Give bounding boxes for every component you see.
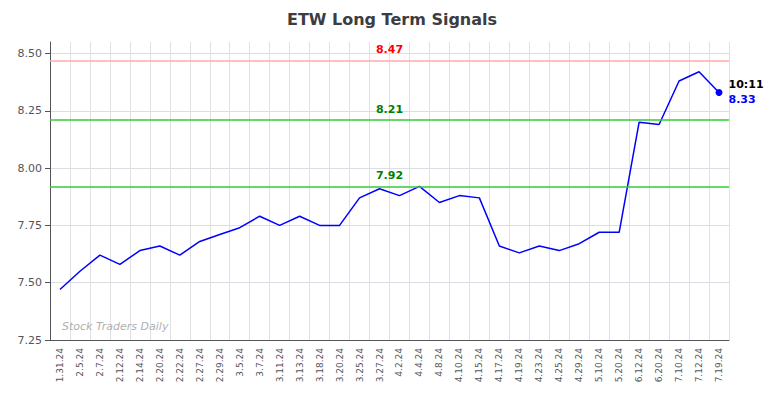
svg-text:4.4.24: 4.4.24 [414,348,424,377]
svg-text:4.19.24: 4.19.24 [514,348,524,383]
svg-text:6.12.24: 6.12.24 [634,348,644,383]
svg-text:6.20.24: 6.20.24 [654,348,664,383]
svg-text:7.75: 7.75 [18,219,43,232]
svg-text:4.15.24: 4.15.24 [474,348,484,383]
svg-text:4.23.24: 4.23.24 [534,348,544,383]
svg-text:7.19.24: 7.19.24 [714,348,724,383]
svg-text:4.10.24: 4.10.24 [454,348,464,383]
svg-text:3.20.24: 3.20.24 [335,348,345,383]
svg-text:2.27.24: 2.27.24 [195,348,205,383]
svg-text:7.50: 7.50 [18,276,43,289]
svg-text:4.29.24: 4.29.24 [574,348,584,383]
svg-text:3.7.24: 3.7.24 [255,348,265,377]
svg-text:3.5.24: 3.5.24 [235,348,245,377]
svg-text:4.25.24: 4.25.24 [554,348,564,383]
svg-text:3.18.24: 3.18.24 [315,348,325,383]
svg-text:2.29.24: 2.29.24 [215,348,225,383]
svg-text:3.13.24: 3.13.24 [295,348,305,383]
svg-text:7.92: 7.92 [376,169,403,182]
svg-text:ETW Long Term Signals: ETW Long Term Signals [287,10,497,29]
svg-text:4.8.24: 4.8.24 [434,348,444,377]
svg-text:7.25: 7.25 [18,334,43,347]
svg-text:2.12.24: 2.12.24 [115,348,125,383]
svg-text:8.47: 8.47 [376,43,403,56]
svg-text:1.31.24: 1.31.24 [55,348,65,383]
svg-text:8.33: 8.33 [729,93,756,106]
svg-text:8.50: 8.50 [18,47,43,60]
svg-text:4.17.24: 4.17.24 [494,348,504,383]
svg-text:8.21: 8.21 [376,103,403,116]
svg-text:3.11.24: 3.11.24 [275,348,285,383]
svg-text:Stock Traders Daily: Stock Traders Daily [62,320,169,333]
svg-text:7.12.24: 7.12.24 [694,348,704,383]
svg-text:5.10.24: 5.10.24 [594,348,604,383]
svg-text:2.22.24: 2.22.24 [175,348,185,383]
svg-text:8.25: 8.25 [18,104,43,117]
svg-text:2.5.24: 2.5.24 [75,348,85,377]
svg-text:2.20.24: 2.20.24 [155,348,165,383]
svg-text:2.7.24: 2.7.24 [95,348,105,377]
svg-text:8.00: 8.00 [18,162,43,175]
svg-text:10:11: 10:11 [729,78,764,91]
svg-text:5.20.24: 5.20.24 [614,348,624,383]
svg-text:3.25.24: 3.25.24 [355,348,365,383]
svg-text:7.10.24: 7.10.24 [674,348,684,383]
svg-text:3.27.24: 3.27.24 [375,348,385,383]
svg-text:4.2.24: 4.2.24 [394,348,404,377]
svg-text:2.14.24: 2.14.24 [135,348,145,383]
